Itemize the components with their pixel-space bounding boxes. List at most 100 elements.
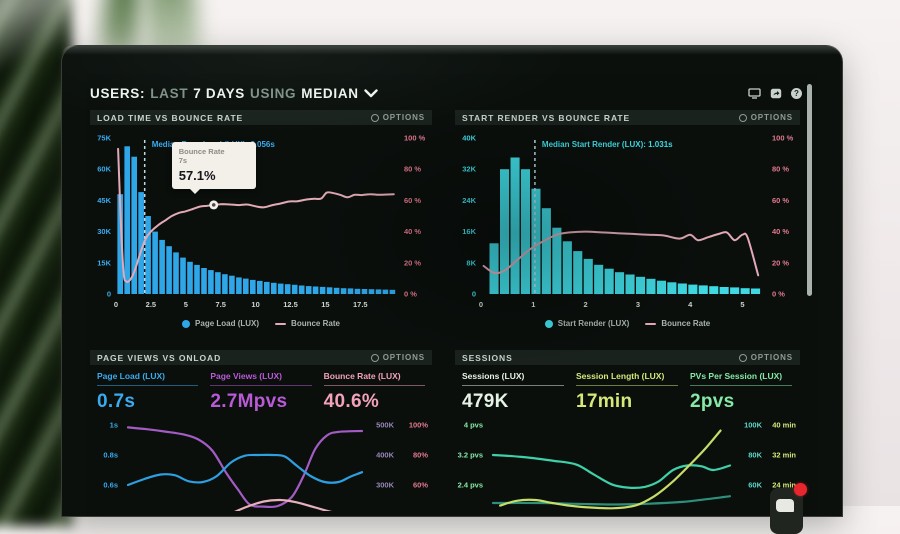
y3-axis-tick: 40 min (772, 421, 796, 430)
metric-session-length-lux-: Session Length (LUX) 17min (576, 371, 678, 413)
y-axis-tick: 8K (466, 258, 476, 267)
gear-icon (370, 353, 379, 362)
series-line[interactable] (126, 426, 364, 509)
y-axis-tick: 40K (462, 134, 476, 143)
series-line[interactable] (126, 453, 364, 487)
median-annotation: Median Start Render (LUX): 1.031s (542, 140, 673, 149)
x-axis-tick: 4 (688, 300, 693, 309)
bars[interactable] (117, 146, 396, 294)
y-axis-tick: 3.2 pvs (458, 451, 483, 460)
metric-underline (462, 385, 564, 386)
legend-item: Page Load (LUX) (182, 319, 259, 328)
y2-axis-tick: 100K (744, 421, 763, 430)
metric-label: Session Length (LUX) (576, 371, 665, 381)
y2-axis-tick: 40 % (404, 227, 421, 236)
bounce-rate-line[interactable] (117, 147, 395, 283)
scrollbar[interactable] (807, 84, 812, 296)
chart-tooltip: Bounce Rate 7s 57.1% (171, 141, 256, 194)
panel-header: LOAD TIME VS BOUNCE RATE OPTIONS (90, 110, 432, 125)
legend-line-swatch (645, 322, 657, 325)
panel-load-time-vs-bounce-rate: LOAD TIME VS BOUNCE RATE OPTIONS 75K 60K 4… (90, 110, 432, 328)
y-axis-tick: 1s (110, 421, 118, 430)
metric-value: 479K (462, 391, 509, 412)
panel-title: LOAD TIME VS BOUNCE RATE (97, 112, 244, 123)
y3-axis-tick: 100% (409, 421, 429, 430)
chart-legend: Page Load (LUX) Bounce Rate (90, 319, 432, 328)
metric-row: Page Load (LUX) 0.7s Page Views (LUX) 2.7Mp… (90, 365, 432, 415)
chat-widget[interactable] (770, 483, 807, 534)
metric-underline (210, 385, 312, 386)
x-axis-tick: 5 (740, 300, 744, 309)
start-render-chart[interactable]: 40K 32K 24K 16K 8K 0 100 % 80 % 60 % 40 % 20 % 0 % 0… (455, 128, 800, 316)
metric-label: Page Load (LUX) (97, 371, 166, 381)
y-axis-tick: 0 (107, 290, 111, 299)
y2-axis-tick: 300K (376, 481, 395, 490)
options-button[interactable]: OPTIONS (370, 113, 425, 122)
x-axis-tick: 5 (184, 300, 188, 309)
y2-axis-tick: 0 % (404, 290, 417, 299)
gear-icon (738, 113, 747, 122)
legend-item: Start Render (LUX) (544, 319, 630, 328)
metric-sessions-lux-: Sessions (LUX) 479K (462, 371, 564, 413)
y-axis-tick: 15K (97, 258, 111, 267)
x-axis-tick: 2.5 (146, 300, 156, 309)
bars[interactable] (489, 157, 761, 295)
load-time-chart[interactable]: 75K 60K 45K 30K 15K 0 100 % 80 % 60 % 40 % 20 % 0 %… (90, 128, 432, 316)
y2-axis-tick: 100 % (404, 134, 426, 143)
y-axis-tick: 45K (97, 196, 111, 205)
metric-underline (690, 385, 792, 386)
gear-icon (370, 113, 379, 122)
metric-value: 2pvs (690, 391, 735, 412)
metric-underline (97, 385, 199, 386)
options-button[interactable]: OPTIONS (370, 353, 425, 362)
tooltip-x-value: 7s (178, 156, 188, 166)
series-line[interactable] (491, 453, 732, 489)
series-line[interactable] (491, 495, 732, 506)
legend-label: Bounce Rate (291, 319, 340, 328)
share-icon[interactable] (770, 88, 782, 99)
y2-axis-tick: 60 % (404, 196, 421, 205)
legend-label: Start Render (LUX) (557, 319, 630, 328)
metric-label: PVs Per Session (LUX) (690, 371, 783, 381)
legend-dot-swatch (544, 319, 553, 328)
tooltip-series: Bounce Rate (178, 146, 225, 156)
series-line[interactable] (198, 498, 362, 511)
y2-axis-tick: 80 % (404, 165, 421, 174)
dashboard-screen: USERS: LAST 7 DAYS USING MEDIAN ? (86, 74, 818, 534)
y3-axis-tick: 80% (413, 451, 428, 460)
help-icon[interactable]: ? (791, 87, 802, 99)
metric-label: Sessions (LUX) (462, 371, 525, 381)
users-label: USERS: (90, 85, 146, 101)
y2-axis-tick: 40 % (772, 227, 789, 236)
y-axis-tick: 2.4 pvs (458, 481, 483, 490)
y2-axis-tick: 500K (376, 421, 395, 430)
metric-row: Sessions (LUX) 479K Session Length (LUX) 17… (455, 365, 800, 415)
page-views-onload-chart[interactable]: 1s 0.8s 0.6s 500K 100% 400K 80% 300K 60% (90, 415, 432, 511)
panel-title: SESSIONS (462, 352, 513, 363)
metric-page-views-lux-: Page Views (LUX) 2.7Mpvs (210, 371, 312, 413)
legend-line-swatch (275, 322, 287, 325)
y2-axis-tick: 60 % (772, 196, 789, 205)
options-button[interactable]: OPTIONS (738, 113, 793, 122)
legend-item: Bounce Rate (645, 319, 710, 328)
dashboard-header: USERS: LAST 7 DAYS USING MEDIAN ? (90, 83, 818, 103)
y2-axis-tick: 60K (748, 481, 762, 490)
options-button[interactable]: OPTIONS (738, 353, 793, 362)
y-axis-tick: 30K (97, 227, 111, 236)
y-axis-tick: 24K (462, 196, 476, 205)
metric-bounce-rate-lux-: Bounce Rate (LUX) 40.6% (323, 371, 425, 413)
metric-pvs-per-session-lux-: PVs Per Session (LUX) 2pvs (690, 371, 792, 413)
x-axis-tick: 10 (251, 300, 259, 309)
gear-icon (738, 353, 747, 362)
y-axis-tick: 0.6s (103, 481, 118, 490)
y2-axis-tick: 400K (376, 451, 395, 460)
notification-badge (794, 483, 807, 496)
display-icon[interactable] (748, 87, 761, 99)
dashboard-title-dropdown[interactable]: USERS: LAST 7 DAYS USING MEDIAN (90, 86, 378, 101)
series-line[interactable] (499, 429, 722, 510)
y3-axis-tick: 24 min (772, 481, 796, 490)
sessions-chart[interactable]: 4 pvs 3.2 pvs 2.4 pvs 100K 40 min 80K 32 min 60… (455, 415, 800, 511)
x-axis-tick: 1 (531, 300, 535, 309)
laptop: USERS: LAST 7 DAYS USING MEDIAN ? (62, 46, 842, 534)
bounce-rate-line[interactable] (482, 230, 760, 277)
